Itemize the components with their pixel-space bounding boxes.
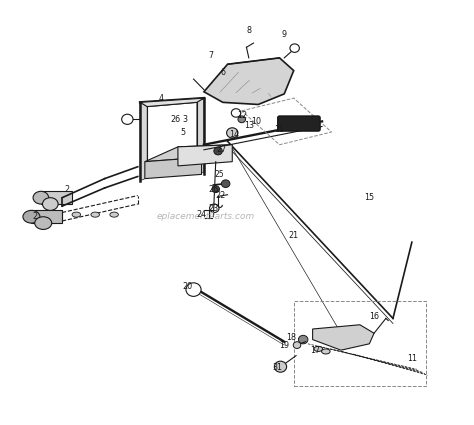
Text: 10: 10 — [251, 117, 261, 126]
Circle shape — [231, 109, 241, 117]
Ellipse shape — [43, 198, 58, 210]
Circle shape — [186, 283, 201, 296]
Polygon shape — [178, 145, 232, 166]
Polygon shape — [140, 98, 204, 107]
Text: 15: 15 — [364, 193, 374, 202]
Text: 20: 20 — [182, 282, 192, 291]
Circle shape — [299, 335, 308, 344]
Ellipse shape — [33, 191, 49, 204]
Text: 14: 14 — [229, 130, 240, 139]
Text: 5: 5 — [180, 128, 185, 136]
Text: 24: 24 — [197, 210, 207, 219]
Circle shape — [238, 116, 246, 123]
Ellipse shape — [314, 346, 322, 351]
Ellipse shape — [91, 212, 100, 217]
Polygon shape — [197, 98, 204, 172]
Text: 26: 26 — [208, 185, 219, 194]
Text: 12: 12 — [237, 110, 247, 119]
Polygon shape — [145, 157, 201, 178]
Text: 26: 26 — [171, 115, 181, 124]
Text: 23: 23 — [208, 204, 219, 213]
Text: 7: 7 — [209, 51, 214, 60]
Text: 6: 6 — [220, 68, 225, 77]
FancyBboxPatch shape — [278, 116, 320, 131]
Text: 31: 31 — [272, 363, 282, 371]
Ellipse shape — [23, 210, 40, 223]
Circle shape — [122, 114, 133, 125]
Ellipse shape — [72, 212, 81, 217]
Circle shape — [221, 180, 230, 187]
Text: 4: 4 — [159, 94, 164, 102]
Text: 19: 19 — [279, 341, 289, 351]
Circle shape — [214, 147, 222, 155]
Circle shape — [212, 186, 219, 193]
Text: 27: 27 — [217, 145, 227, 154]
Text: 17: 17 — [310, 346, 320, 355]
Circle shape — [293, 342, 301, 348]
Text: eplacementParts.com: eplacementParts.com — [156, 212, 255, 221]
Text: 9: 9 — [282, 30, 287, 39]
Text: 2: 2 — [64, 185, 69, 194]
FancyBboxPatch shape — [41, 191, 72, 204]
Ellipse shape — [35, 217, 52, 230]
Polygon shape — [145, 145, 232, 162]
Text: 22: 22 — [215, 191, 226, 200]
Circle shape — [227, 128, 238, 138]
Circle shape — [274, 361, 287, 372]
Polygon shape — [313, 325, 374, 350]
Text: 3: 3 — [182, 115, 188, 124]
Text: 8: 8 — [246, 26, 251, 35]
Text: 2: 2 — [32, 212, 37, 221]
Text: 21: 21 — [289, 231, 299, 240]
Text: 18: 18 — [286, 333, 296, 342]
Circle shape — [290, 44, 300, 52]
Text: 13: 13 — [244, 121, 254, 130]
Ellipse shape — [321, 349, 330, 354]
Polygon shape — [204, 58, 294, 105]
Text: 11: 11 — [407, 354, 417, 363]
Text: 25: 25 — [214, 170, 224, 179]
Polygon shape — [140, 102, 147, 181]
FancyBboxPatch shape — [31, 210, 62, 223]
Text: 11: 11 — [274, 125, 284, 134]
Ellipse shape — [110, 212, 118, 217]
Text: 16: 16 — [369, 312, 379, 321]
